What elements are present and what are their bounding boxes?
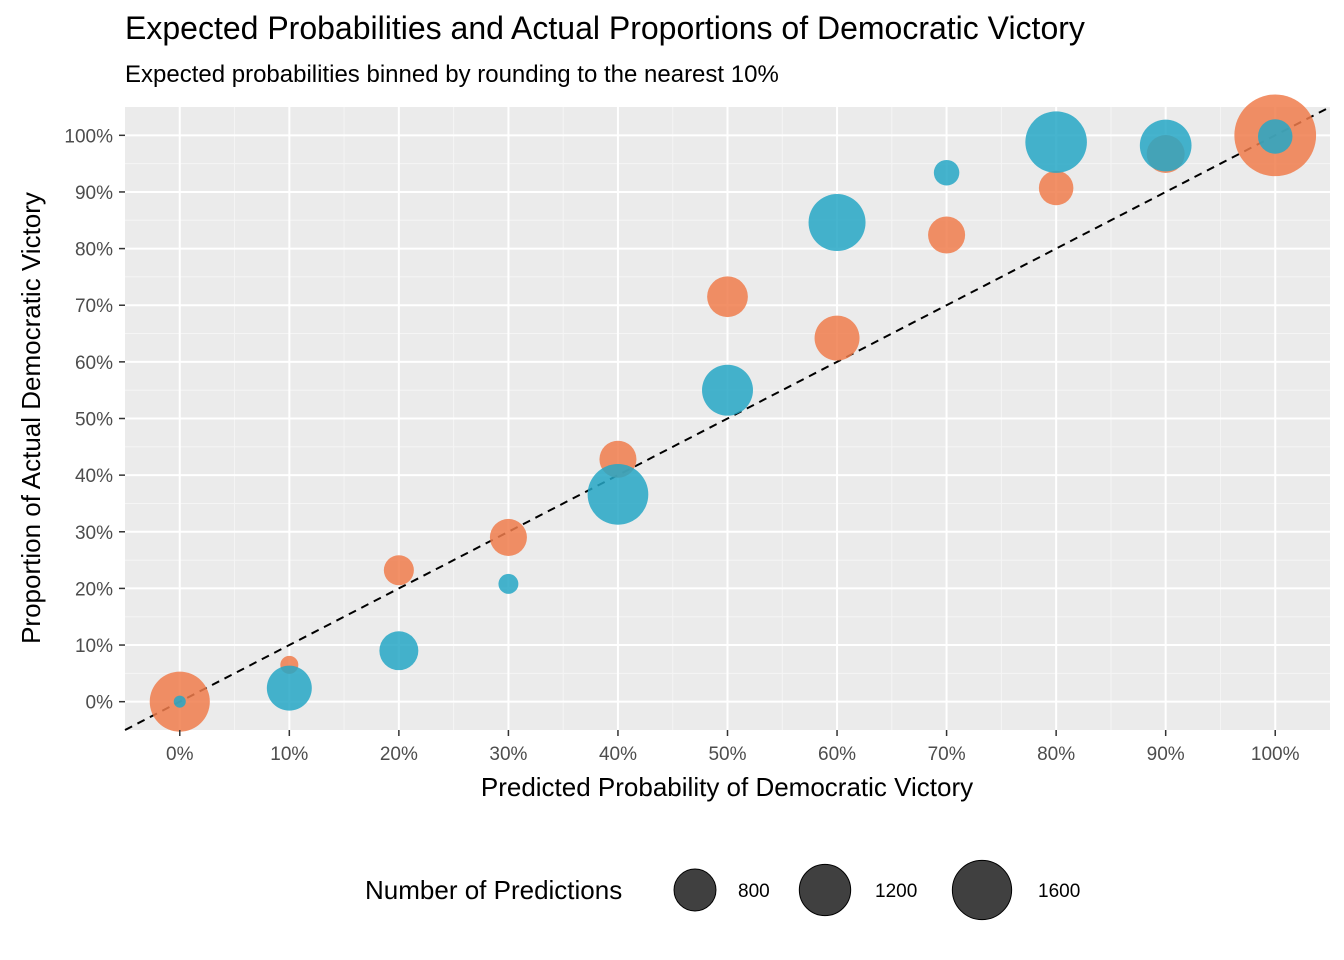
legend-key-label: 1600: [1038, 881, 1080, 902]
data-point: [587, 464, 649, 525]
y-tick-label: 30%: [75, 523, 113, 544]
data-point: [933, 159, 960, 186]
x-tick-label: 60%: [818, 744, 856, 765]
y-axis-title: Proportion of Actual Democratic Victory: [16, 192, 46, 644]
x-tick-label: 80%: [1037, 744, 1075, 765]
size-legend: Number of Predictions 800 1200 1600: [365, 859, 1080, 921]
chart-subtitle: Expected probabilities binned by roundin…: [125, 61, 779, 88]
data-point: [1257, 119, 1293, 154]
data-point: [1038, 170, 1074, 206]
data-point: [1139, 119, 1192, 172]
x-axis-ticks: 0% 10% 20% 30% 40% 50% 60% 70% 80% 90% 100%: [166, 730, 1300, 765]
data-point: [808, 194, 866, 252]
data-point: [379, 631, 419, 671]
data-point: [814, 315, 860, 361]
legend-key-label: 800: [738, 881, 770, 902]
y-tick-label: 20%: [75, 579, 113, 600]
legend-title: Number of Predictions: [365, 875, 622, 905]
data-point: [1025, 111, 1087, 173]
y-tick-label: 80%: [75, 240, 113, 261]
x-tick-label: 0%: [166, 744, 194, 765]
y-tick-label: 0%: [86, 693, 114, 714]
reference-diagonal-line: [124, 106, 1331, 731]
legend-key-circle: [673, 868, 717, 912]
data-point: [498, 573, 519, 594]
data-point: [702, 364, 753, 416]
x-axis-title: Predicted Probability of Democratic Vict…: [481, 772, 973, 802]
x-tick-label: 10%: [270, 744, 308, 765]
x-tick-label: 50%: [708, 744, 746, 765]
data-point: [928, 216, 966, 254]
y-tick-label: 50%: [75, 410, 113, 431]
x-tick-label: 90%: [1147, 744, 1185, 765]
x-tick-label: 20%: [380, 744, 418, 765]
data-point: [707, 276, 748, 318]
y-tick-label: 70%: [75, 296, 113, 317]
data-point: [489, 518, 527, 556]
data-point: [383, 555, 414, 586]
legend-key-circle: [798, 863, 852, 917]
x-tick-label: 70%: [928, 744, 966, 765]
x-tick-label: 100%: [1251, 744, 1300, 765]
x-tick-label: 40%: [599, 744, 637, 765]
y-axis-ticks: 0% 10% 20% 30% 40% 50% 60% 70% 80% 90% 100%: [64, 126, 125, 714]
x-tick-label: 30%: [489, 744, 527, 765]
y-tick-label: 100%: [64, 126, 113, 147]
chart-title: Expected Probabilities and Actual Propor…: [125, 10, 1085, 46]
y-tick-label: 60%: [75, 353, 113, 374]
legend-key-label: 1200: [875, 881, 917, 902]
y-tick-label: 40%: [75, 466, 113, 487]
data-point: [266, 665, 312, 711]
major-gridlines: [125, 107, 1330, 730]
legend-key-circle: [951, 859, 1013, 921]
data-points: [149, 94, 1317, 732]
y-tick-label: 90%: [75, 183, 113, 204]
data-point: [173, 695, 186, 708]
y-tick-label: 10%: [75, 636, 113, 657]
